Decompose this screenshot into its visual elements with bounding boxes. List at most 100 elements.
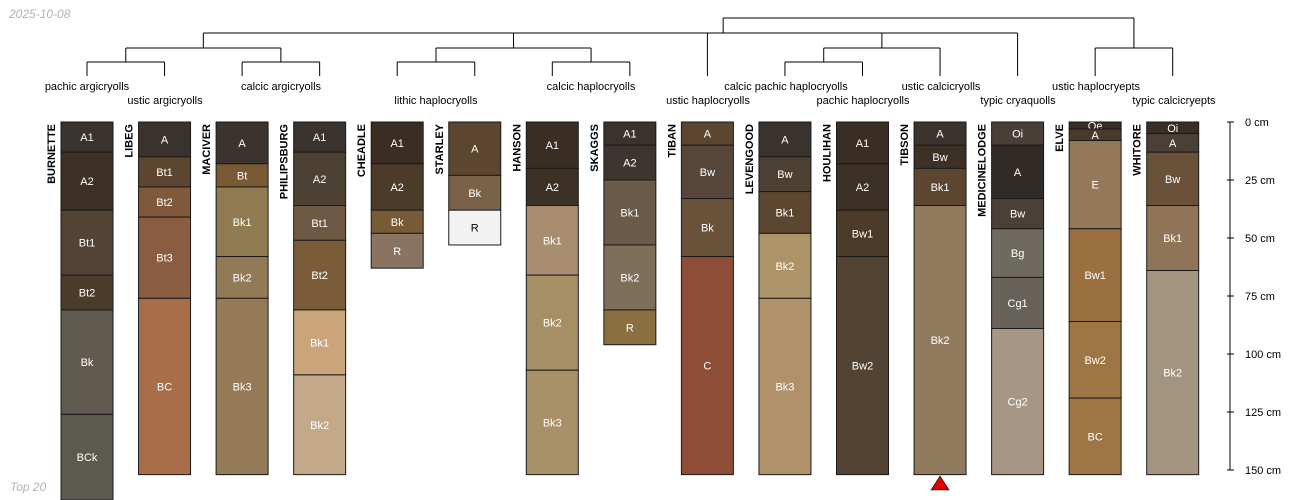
horizon-label: A1 bbox=[546, 140, 559, 152]
profile-name: LEVENGOOD bbox=[744, 124, 756, 194]
profile-starley: A Bk R STARLEY bbox=[434, 121, 502, 246]
horizon-block bbox=[603, 179, 657, 246]
horizon-label: A1 bbox=[856, 138, 869, 150]
horizon-label: Bk3 bbox=[233, 381, 252, 393]
horizon-label: A2 bbox=[856, 182, 869, 194]
horizon-label: Bk1 bbox=[310, 337, 329, 349]
horizon-block bbox=[1068, 397, 1122, 476]
horizon-label: Bw2 bbox=[852, 361, 873, 373]
horizon-label: R bbox=[626, 322, 634, 334]
horizon-block bbox=[60, 274, 114, 311]
horizon-label: A bbox=[1169, 138, 1177, 150]
horizon-label: Bk1 bbox=[233, 217, 252, 229]
horizon-label: R bbox=[393, 246, 401, 258]
horizon-block bbox=[60, 209, 114, 276]
marker-triangle-shape bbox=[930, 475, 950, 491]
profile-name: MACIVER bbox=[201, 124, 213, 175]
horizon-block bbox=[836, 256, 889, 476]
horizon-block bbox=[60, 309, 114, 415]
horizon-label: A2 bbox=[80, 176, 93, 188]
taxonomy-label: ustic argicryolls bbox=[127, 95, 203, 107]
marker-triangle bbox=[930, 475, 950, 491]
horizon-label: A2 bbox=[390, 182, 403, 194]
horizon-label: Bk2 bbox=[775, 261, 794, 273]
horizon-label: Cg1 bbox=[1008, 298, 1028, 310]
horizon-label: Bk bbox=[391, 217, 404, 229]
horizon-block bbox=[1068, 321, 1122, 399]
horizon-block bbox=[138, 216, 192, 299]
horizon-label: Bt2 bbox=[311, 270, 328, 282]
taxonomy-label: typic cryaquolls bbox=[980, 95, 1056, 107]
horizon-label: R bbox=[471, 223, 479, 235]
depth-tick-label: 125 cm bbox=[1245, 407, 1281, 419]
taxonomy-label: ustic haplocryepts bbox=[1052, 81, 1141, 93]
taxonomy-labels: pachic argicryolls ustic argicryolls calci… bbox=[45, 81, 1216, 107]
horizon-label: Bt2 bbox=[156, 197, 173, 209]
profile-burnette: A1 A2 Bt1 Bt2 Bk BCk BURNETTE bbox=[46, 121, 114, 500]
horizon-block bbox=[525, 167, 579, 207]
horizon-label: Bt1 bbox=[311, 218, 328, 230]
horizon-block bbox=[1146, 151, 1200, 207]
horizon-label: Bw2 bbox=[1084, 355, 1105, 367]
horizon-label: A bbox=[471, 144, 479, 156]
horizon-block bbox=[370, 121, 424, 165]
depth-tick-label: 0 cm bbox=[1245, 117, 1269, 129]
profile-levengood: A Bw Bk1 Bk2 Bk3 LEVENGOOD bbox=[744, 121, 812, 476]
date-label: 2025-10-08 bbox=[9, 7, 71, 21]
horizon-label: A2 bbox=[623, 158, 636, 170]
taxonomy-label: calcic pachic haplocryolls bbox=[724, 81, 848, 93]
depth-tick-label: 75 cm bbox=[1245, 291, 1275, 303]
horizon-label: Bt2 bbox=[79, 288, 96, 300]
horizon-block bbox=[525, 369, 579, 476]
profile-name: STARLEY bbox=[434, 123, 446, 174]
horizon-block bbox=[758, 191, 812, 234]
horizon-block bbox=[448, 174, 502, 211]
horizon-label: Oi bbox=[1012, 129, 1023, 141]
horizon-block bbox=[60, 413, 114, 500]
profile-name: SKAGGS bbox=[589, 124, 601, 172]
horizon-label: Bk1 bbox=[620, 207, 639, 219]
horizon-block bbox=[680, 256, 734, 476]
horizon-block bbox=[293, 239, 347, 311]
horizon-block bbox=[215, 256, 269, 299]
profile-name: CHEADLE bbox=[356, 124, 368, 177]
depth-tick-label: 100 cm bbox=[1245, 349, 1281, 361]
horizon-block bbox=[215, 121, 269, 165]
taxonomy-label: ustic haplocryolls bbox=[666, 95, 750, 107]
horizon-block bbox=[991, 327, 1045, 476]
taxonomy-label: pachic haplocryolls bbox=[817, 95, 910, 107]
horizon-label: Bt1 bbox=[156, 167, 173, 179]
profile-name: WHITORE bbox=[1132, 124, 1144, 176]
horizon-label: Bt bbox=[237, 170, 247, 182]
horizon-label: Bk1 bbox=[1163, 233, 1182, 245]
horizon-label: C bbox=[703, 361, 711, 373]
horizon-label: A1 bbox=[80, 132, 93, 144]
horizon-label: Bk bbox=[468, 188, 481, 200]
horizon-label: A bbox=[1014, 167, 1022, 179]
horizon-label: Bk2 bbox=[310, 420, 329, 432]
taxonomy-label: calcic argicryolls bbox=[241, 81, 322, 93]
profile-skaggs: A1 A2 Bk1 Bk2 R SKAGGS bbox=[589, 121, 657, 346]
horizon-block bbox=[138, 121, 192, 158]
horizon-block bbox=[758, 232, 812, 299]
horizon-block bbox=[836, 121, 889, 165]
horizon-label: A bbox=[161, 134, 169, 146]
taxonomy-label: typic calcicryepts bbox=[1132, 95, 1216, 107]
horizon-label: Bg bbox=[1011, 248, 1024, 260]
horizon-block bbox=[138, 186, 192, 218]
profile-name: HANSON bbox=[511, 124, 523, 172]
horizon-label: A bbox=[1091, 130, 1099, 142]
horizon-block bbox=[680, 198, 734, 258]
profile-houlihan: A1 A2 Bw1 Bw2 HOULIHAN bbox=[822, 121, 889, 476]
horizon-label: A1 bbox=[623, 129, 636, 141]
horizon-block bbox=[293, 205, 347, 241]
horizon-block bbox=[1146, 205, 1200, 271]
horizon-label: Bk2 bbox=[931, 335, 950, 347]
horizon-label: Bw1 bbox=[1084, 270, 1105, 282]
horizon-label: Bk3 bbox=[775, 381, 794, 393]
depth-tick-label: 150 cm bbox=[1245, 465, 1281, 477]
horizon-label: Bk2 bbox=[1163, 368, 1182, 380]
horizon-label: Oi bbox=[1167, 123, 1178, 135]
horizon-label: Bk1 bbox=[775, 207, 794, 219]
